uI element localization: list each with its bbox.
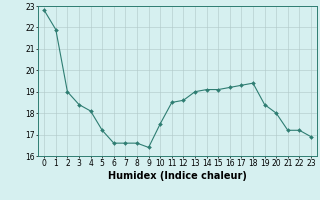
X-axis label: Humidex (Indice chaleur): Humidex (Indice chaleur): [108, 171, 247, 181]
